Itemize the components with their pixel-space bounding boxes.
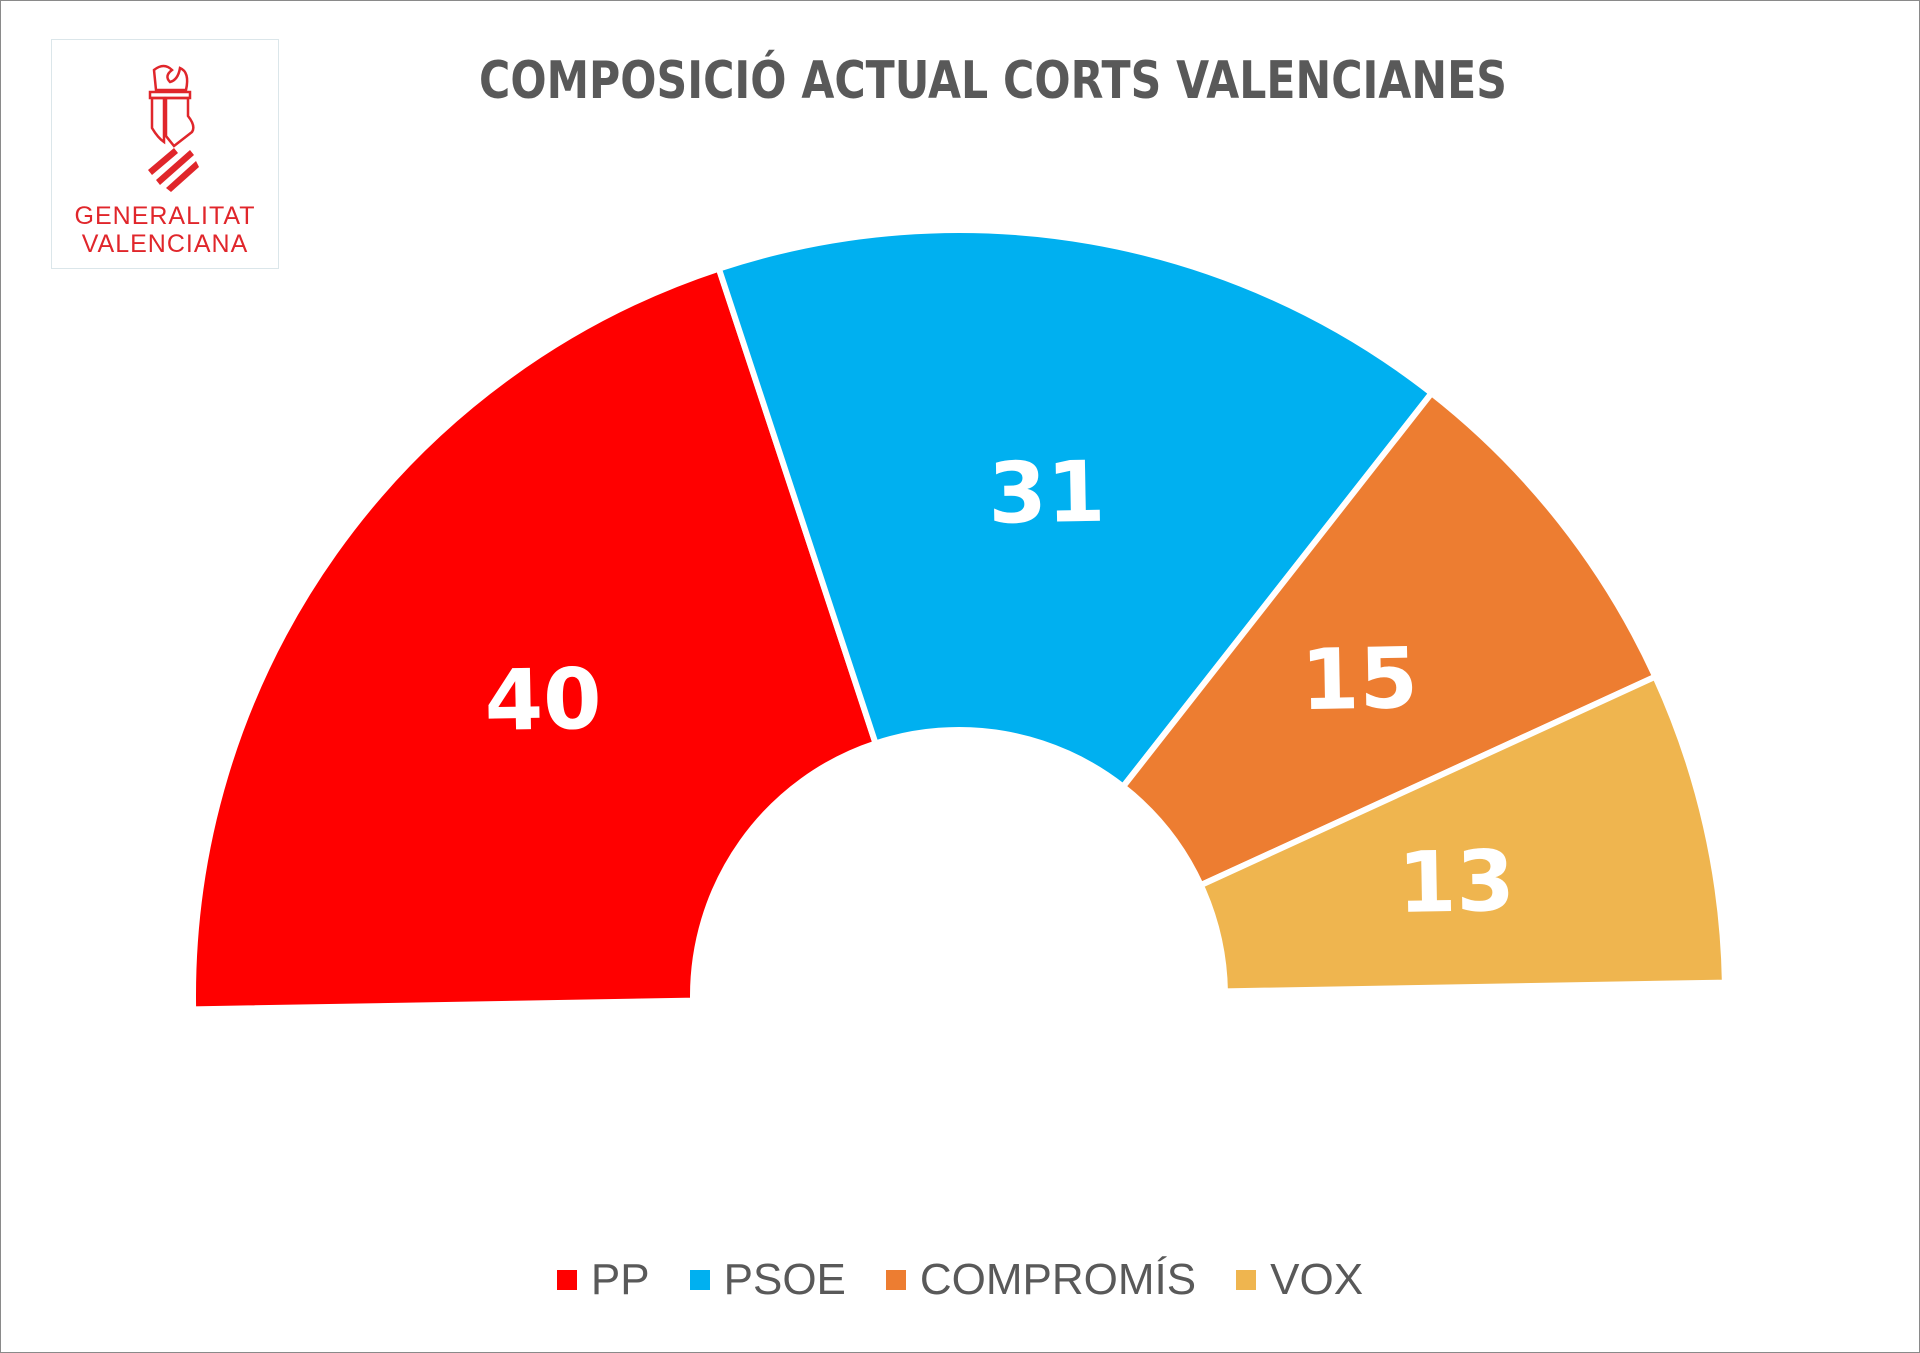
legend-swatch [556, 1270, 577, 1290]
slice-vox [1196, 672, 1728, 995]
legend-item: PP [556, 1255, 650, 1305]
legend-label: PSOE [723, 1255, 846, 1304]
slice-pp [190, 264, 880, 1013]
data-label: 40 [484, 650, 603, 750]
legend-label: PP [590, 1255, 650, 1304]
legend-item: PSOE [689, 1255, 846, 1305]
legend-swatch [1236, 1270, 1257, 1290]
data-label: 13 [1397, 832, 1516, 932]
coat-of-arms-icon [148, 64, 199, 192]
logo-line-1: GENERALITAT [74, 202, 256, 230]
legend-item: COMPROMÍS [885, 1255, 1197, 1305]
legend-swatch [689, 1270, 710, 1290]
legend-swatch [885, 1270, 906, 1290]
logo-line-2: VALENCIANA [81, 230, 249, 258]
legend-label: COMPROMÍS [919, 1255, 1197, 1304]
generalitat-valenciana-logo: GENERALITAT VALENCIANA [51, 39, 279, 269]
legend-item: VOX [1236, 1255, 1363, 1305]
legend-label: VOX [1270, 1255, 1364, 1304]
slice-comproms [1118, 388, 1660, 890]
data-label: 31 [987, 443, 1106, 543]
data-label: 15 [1300, 629, 1419, 729]
slice-psoe [715, 227, 1436, 791]
legend: PP PSOE COMPROMÍS VOX [1, 1255, 1919, 1305]
chart-title: COMPOSICIÓ ACTUAL CORTS VALENCIANES [479, 51, 1507, 111]
logo-text: GENERALITAT VALENCIANA [52, 202, 278, 258]
